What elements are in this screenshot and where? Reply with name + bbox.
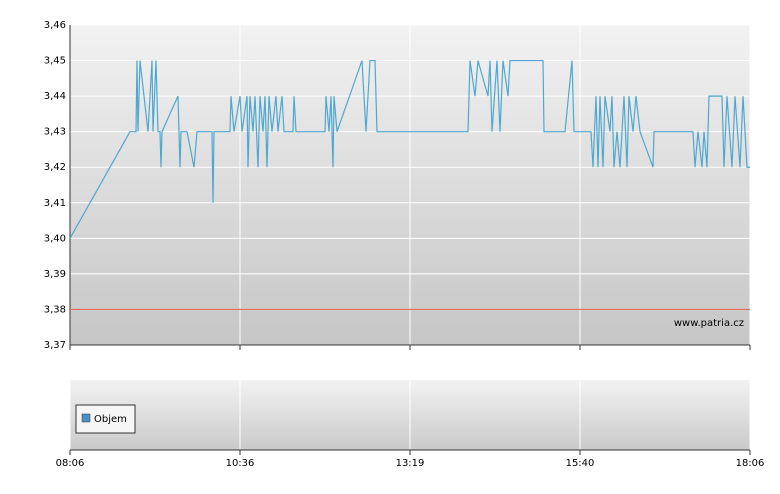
y-tick-label: 3,46 — [44, 20, 66, 31]
x-tick-label: 13:19 — [396, 458, 425, 469]
watermark: www.patria.cz — [674, 318, 744, 329]
y-tick-label: 3,45 — [44, 56, 66, 67]
y-tick-label: 3,41 — [44, 198, 66, 209]
y-tick-label: 3,43 — [44, 127, 66, 138]
y-tick-label: 3,44 — [44, 91, 66, 102]
x-tick-label: 15:40 — [566, 458, 595, 469]
price-line — [69, 59, 750, 239]
x-tick-label: 08:06 — [56, 458, 85, 469]
y-tick-label: 3,42 — [44, 162, 66, 173]
y-tick-label: 3,40 — [44, 233, 66, 244]
x-tick-label: 18:06 — [736, 458, 765, 469]
legend-swatch — [81, 413, 91, 423]
x-tick-label: 10:36 — [226, 458, 255, 469]
y-tick-label: 3,37 — [44, 340, 66, 351]
legend-box — [75, 404, 136, 434]
y-tick-label: 3,38 — [44, 304, 66, 315]
y-tick-label: 3,39 — [44, 269, 66, 280]
legend-label: Objem — [94, 414, 127, 425]
